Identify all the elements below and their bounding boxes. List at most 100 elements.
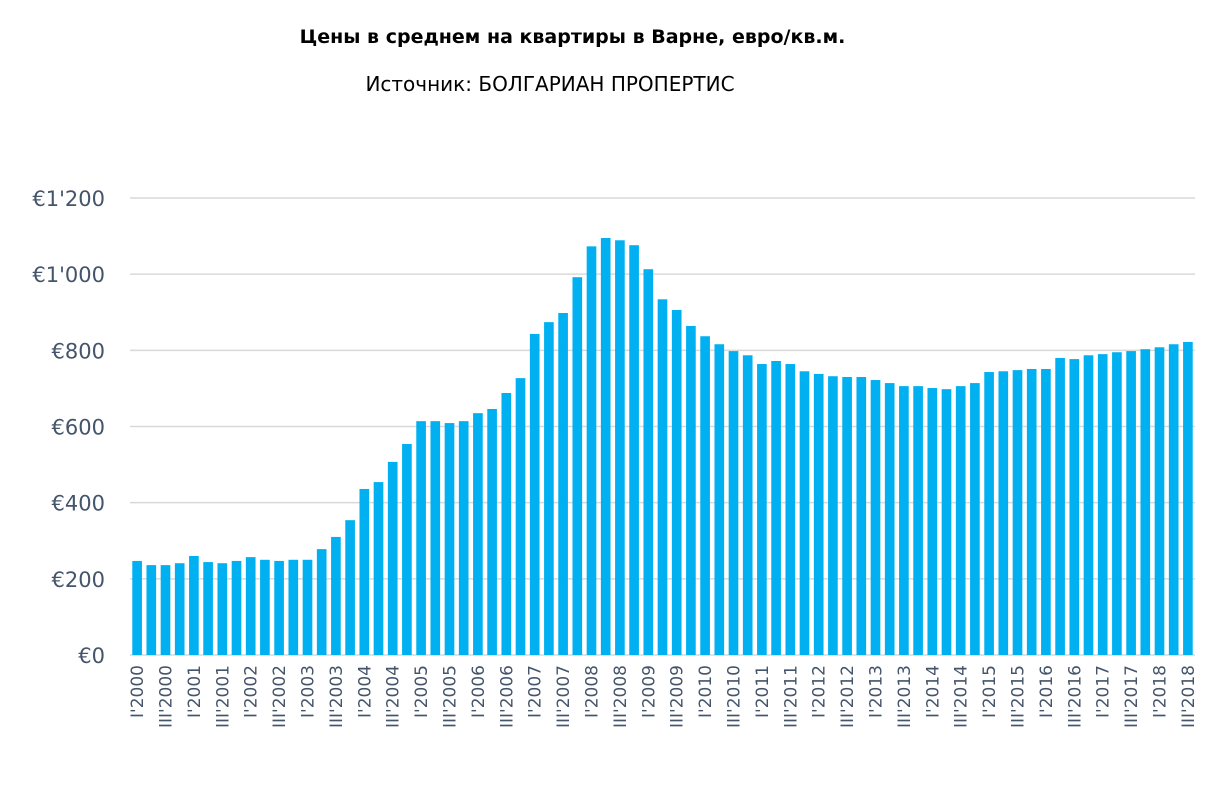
bar: [544, 322, 554, 655]
x-tick-label: I'2013: [867, 665, 887, 718]
x-tick-label: I'2001: [185, 665, 205, 718]
bar: [331, 536, 341, 655]
bar: [643, 269, 654, 655]
bar: [856, 376, 867, 655]
bar: [274, 560, 284, 655]
x-tick-label: I'2005: [412, 665, 432, 718]
bar: [799, 371, 810, 655]
bar: [458, 421, 469, 655]
bar: [345, 520, 355, 655]
x-tick-label: I'2002: [242, 665, 262, 718]
x-tick-label: I'2000: [128, 665, 148, 718]
x-tick-label: I'2009: [639, 665, 659, 718]
bar: [600, 237, 611, 656]
bar: [1083, 355, 1094, 655]
bar: [416, 421, 426, 655]
bar: [700, 336, 710, 655]
bar: [558, 313, 568, 655]
bar: [260, 559, 270, 655]
bar: [160, 565, 171, 655]
bar: [359, 488, 370, 655]
x-tick-label: I'2017: [1094, 665, 1114, 718]
y-tick-label: €800: [52, 339, 105, 363]
x-tick-label: III'2004: [384, 665, 404, 728]
bar: [629, 245, 639, 655]
y-tick-label: €600: [52, 416, 105, 440]
x-tick-label: I'2006: [469, 665, 489, 718]
bar: [828, 376, 838, 655]
bar: [970, 383, 980, 655]
y-tick-label: €400: [52, 492, 105, 516]
chart-subtitle: Источник: БОЛГАРИАН ПРОПЕРТИС: [365, 72, 735, 96]
bar: [444, 423, 455, 655]
bar: [728, 351, 739, 655]
bar: [955, 386, 966, 655]
bar: [231, 560, 242, 655]
bar: [1140, 349, 1151, 655]
bar: [1183, 341, 1193, 655]
bar: [714, 344, 725, 655]
x-tick-label: I'2008: [583, 665, 603, 718]
x-tick-label: I'2010: [696, 665, 716, 718]
y-tick-label: €200: [52, 568, 105, 592]
bar: [174, 563, 185, 655]
x-tick-label: I'2012: [810, 665, 830, 718]
bar: [302, 559, 313, 655]
x-tick-label: III'2016: [1065, 665, 1085, 728]
bar: [288, 559, 299, 655]
bar: [189, 555, 199, 655]
x-tick-label: III'2015: [1009, 665, 1029, 728]
x-tick-label: III'2005: [441, 665, 461, 728]
bar: [1154, 347, 1165, 655]
x-tick-label: III'2000: [157, 665, 177, 728]
x-tick-label: III'2006: [497, 665, 517, 728]
x-tick-label: III'2010: [725, 665, 745, 728]
bar: [842, 376, 852, 655]
bar: [245, 557, 256, 655]
bar: [742, 355, 753, 655]
bar: [515, 378, 526, 655]
bar: [785, 364, 796, 655]
x-tick-label: I'2011: [753, 665, 773, 718]
bar: [217, 563, 228, 655]
bar: [529, 333, 540, 655]
bar: [473, 413, 483, 655]
bar: [402, 444, 412, 655]
bar: [373, 482, 384, 655]
x-tick-label: I'2018: [1151, 665, 1171, 718]
bar: [615, 240, 625, 655]
bar: [146, 565, 157, 655]
x-tick-label: I'2015: [980, 665, 1000, 718]
bar: [757, 364, 767, 655]
bar: [884, 383, 895, 655]
x-tick-label: III'2012: [838, 665, 858, 728]
bar: [998, 371, 1009, 655]
bar: [387, 461, 398, 655]
bar: [1168, 344, 1179, 655]
x-tick-label: III'2008: [611, 665, 631, 728]
x-tick-label: III'2009: [668, 665, 688, 728]
bar: [813, 373, 824, 655]
bar: [1012, 370, 1023, 655]
bar: [899, 386, 909, 655]
x-tick-label: III'2011: [781, 665, 801, 728]
bar: [1026, 368, 1037, 655]
bar: [1041, 368, 1051, 655]
x-tick-label: III'2014: [952, 665, 972, 728]
bar: [487, 408, 497, 655]
bar: [572, 277, 583, 655]
bar: [1055, 357, 1065, 655]
bar: [686, 325, 696, 655]
y-tick-label: €1'200: [32, 187, 105, 211]
x-tick-label: III'2013: [895, 665, 915, 728]
x-tick-label: III'2003: [327, 665, 347, 728]
x-tick-label: I'2007: [526, 665, 546, 718]
bar: [203, 562, 213, 655]
chart-title: Цены в среднем на квартиры в Варне, евро…: [299, 26, 846, 48]
x-tick-label: III'2007: [554, 665, 574, 728]
y-tick-label: €0: [78, 644, 105, 668]
bar: [316, 549, 327, 655]
x-tick-label: I'2016: [1037, 665, 1057, 718]
bar: [657, 299, 668, 655]
